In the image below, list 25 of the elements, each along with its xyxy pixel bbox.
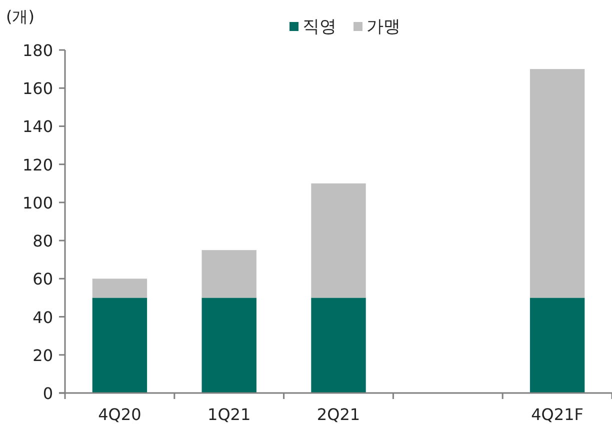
bar <box>92 278 148 298</box>
bar <box>311 183 366 298</box>
y-tick-label: 60 <box>32 270 53 289</box>
bar <box>202 298 256 393</box>
y-tick-label: 0 <box>42 384 53 403</box>
y-tick-label: 100 <box>22 193 53 212</box>
x-tick-label: 4Q20 <box>98 405 142 424</box>
legend-label: 가맹 <box>366 17 400 37</box>
bar <box>311 298 366 393</box>
bar <box>530 298 585 393</box>
y-tick-label: 160 <box>22 79 53 98</box>
bar <box>92 298 148 393</box>
bar <box>530 69 585 298</box>
y-tick-label: 40 <box>32 308 53 327</box>
bar <box>202 250 256 298</box>
y-tick-label: 20 <box>32 346 53 365</box>
y-axis-title: (개) <box>6 7 34 26</box>
legend-label: 직영 <box>302 17 336 37</box>
x-tick-label: 2Q21 <box>316 405 360 424</box>
x-tick-label: 4Q21F <box>531 405 584 424</box>
y-tick-label: 80 <box>32 232 53 251</box>
x-tick-label: 1Q21 <box>208 405 251 424</box>
y-tick-label: 180 <box>22 41 53 60</box>
y-tick-label: 120 <box>22 155 53 174</box>
y-tick-label: 140 <box>22 117 53 136</box>
